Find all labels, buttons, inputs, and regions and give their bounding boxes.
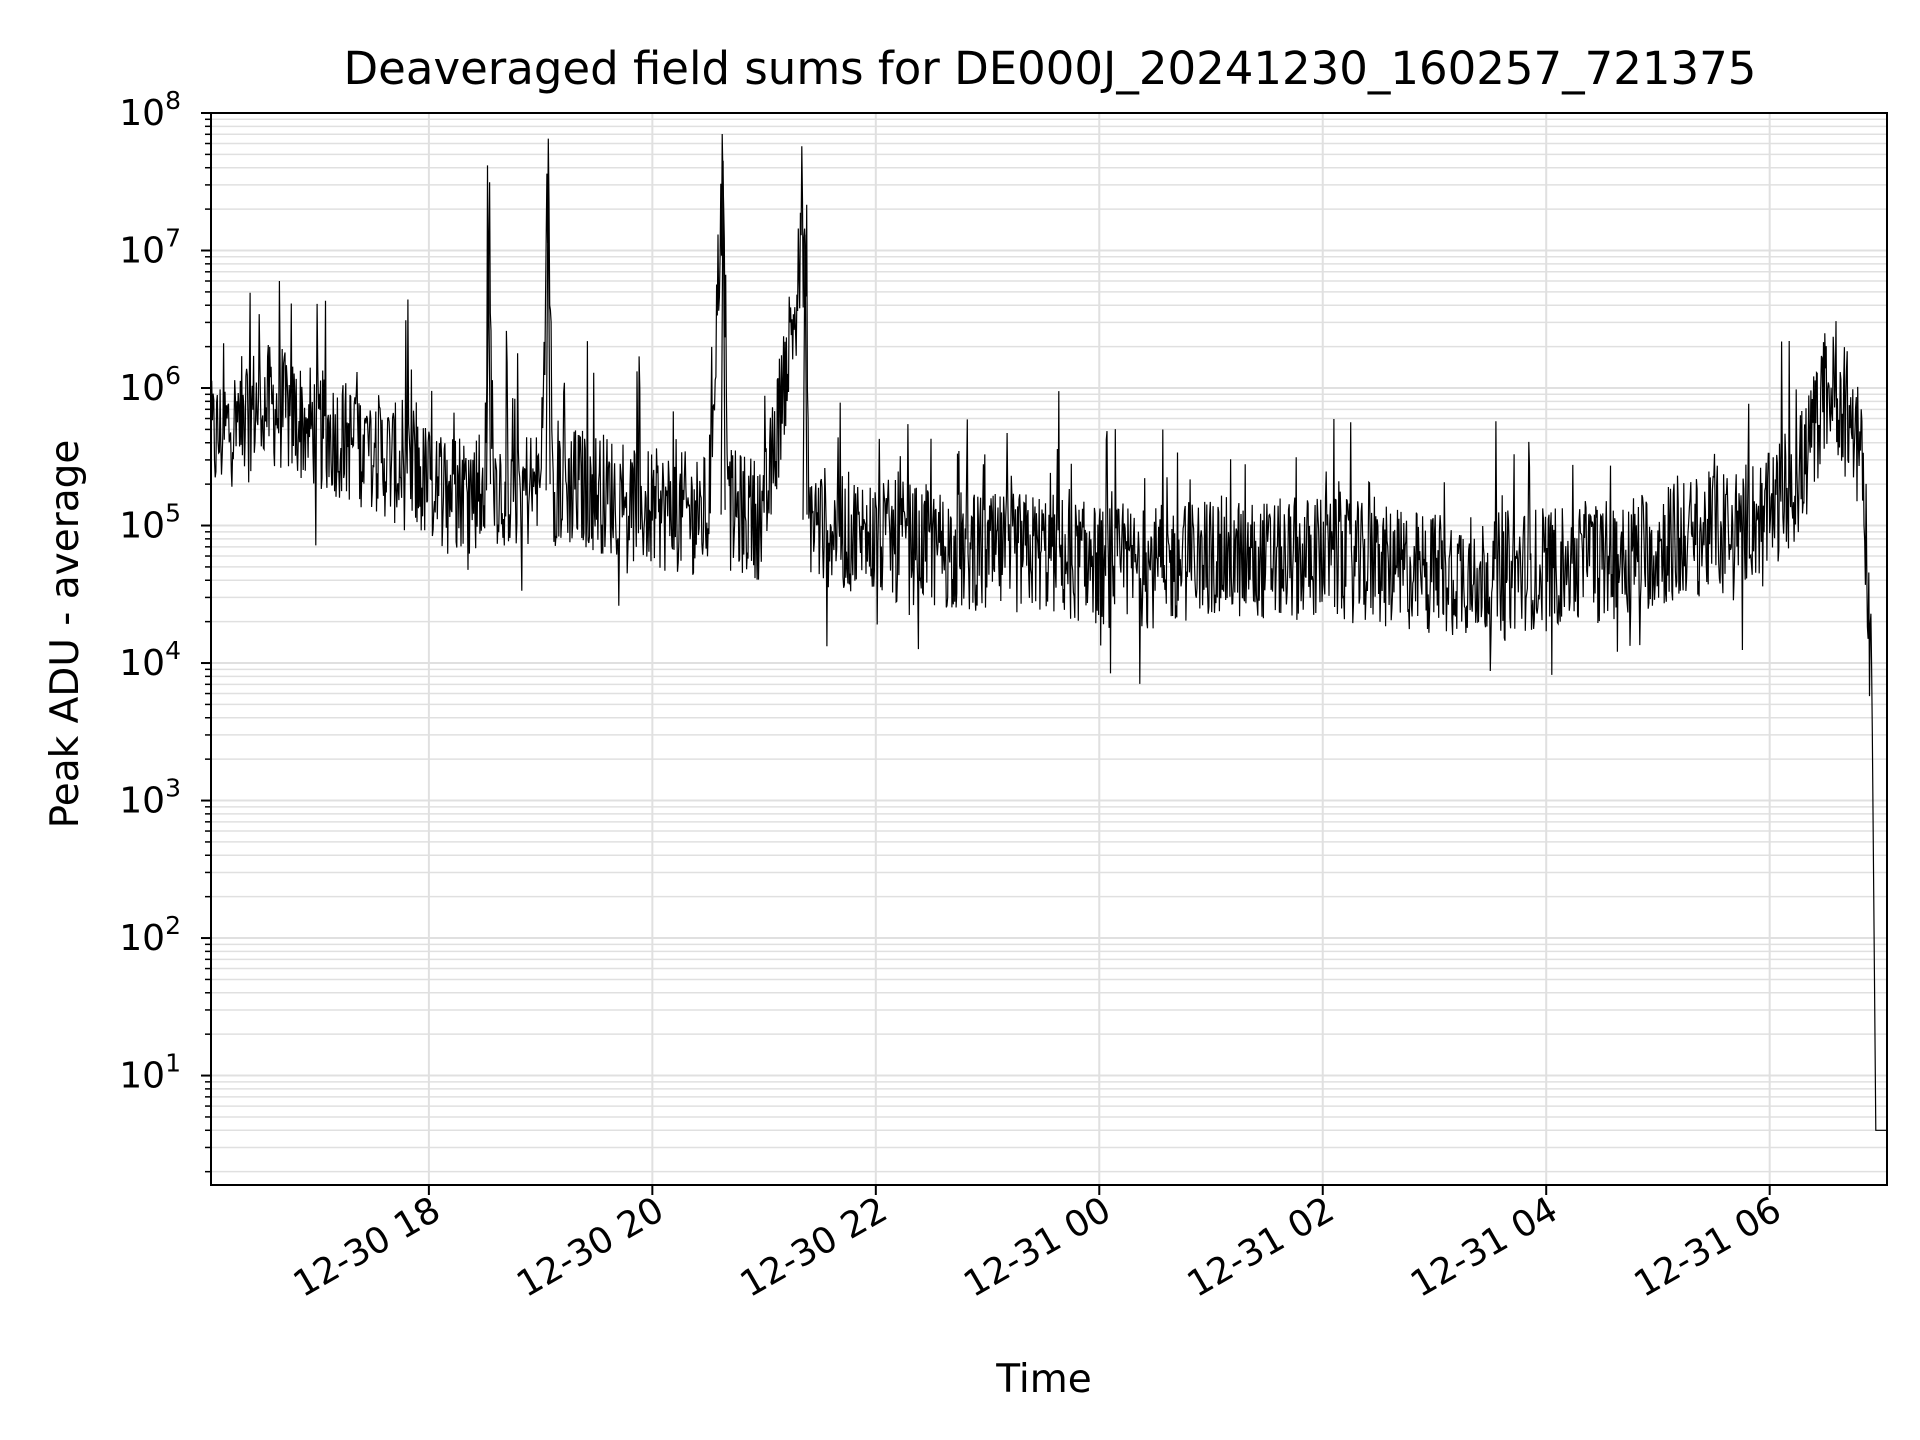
x-tick-label: 12-31 00 xyxy=(957,1189,1118,1305)
x-tick-label: 12-30 20 xyxy=(510,1189,671,1305)
y-tick-exponent: 5 xyxy=(165,499,181,528)
grid-lines xyxy=(211,113,1887,1185)
y-tick-base: 10 xyxy=(119,368,165,409)
y-tick-label: 108 xyxy=(119,86,181,134)
y-tick-label: 107 xyxy=(119,224,181,272)
y-tick-exponent: 4 xyxy=(165,636,181,665)
x-tick-label: 12-31 04 xyxy=(1404,1189,1565,1305)
y-axis-label: Peak ADU - average xyxy=(43,440,88,829)
y-tick-base: 10 xyxy=(119,781,165,822)
y-tick-base: 10 xyxy=(119,643,165,684)
y-tick-exponent: 7 xyxy=(165,224,181,253)
x-axis-label: Time xyxy=(995,1357,1091,1402)
y-tick-exponent: 6 xyxy=(165,361,181,390)
y-tick-base: 10 xyxy=(119,1056,165,1097)
plot-frame xyxy=(210,112,1888,1186)
y-tick-exponent: 3 xyxy=(165,774,181,803)
series-group xyxy=(210,133,1887,1131)
y-tick-label: 103 xyxy=(119,774,181,822)
y-tick-base: 10 xyxy=(119,918,165,959)
y-tick-exponent: 2 xyxy=(165,911,181,940)
chart-title: Deaveraged field sums for DE000J_2024123… xyxy=(344,42,1757,95)
y-tick-base: 10 xyxy=(119,506,165,547)
y-tick-label: 105 xyxy=(119,499,181,547)
x-tick-label: 12-31 06 xyxy=(1628,1189,1789,1305)
y-tick-label: 102 xyxy=(119,911,181,959)
y-tick-label: 106 xyxy=(119,361,181,409)
y-tick-label: 104 xyxy=(119,636,181,684)
series-spikes xyxy=(485,160,808,520)
x-tick-label: 12-31 02 xyxy=(1181,1189,1342,1305)
y-tick-label: 101 xyxy=(119,1049,181,1097)
x-tick-label: 12-30 18 xyxy=(287,1189,448,1305)
x-tick-label: 12-30 22 xyxy=(734,1189,895,1305)
series-line xyxy=(210,133,1887,1131)
x-axis-ticks: 12-30 18 12-30 20 12-30 22 12-31 00 12-31 02… xyxy=(287,1185,1788,1306)
y-tick-base: 10 xyxy=(119,231,165,272)
y-tick-exponent: 8 xyxy=(165,86,181,115)
y-tick-base: 10 xyxy=(119,93,165,134)
y-tick-exponent: 1 xyxy=(165,1049,181,1078)
